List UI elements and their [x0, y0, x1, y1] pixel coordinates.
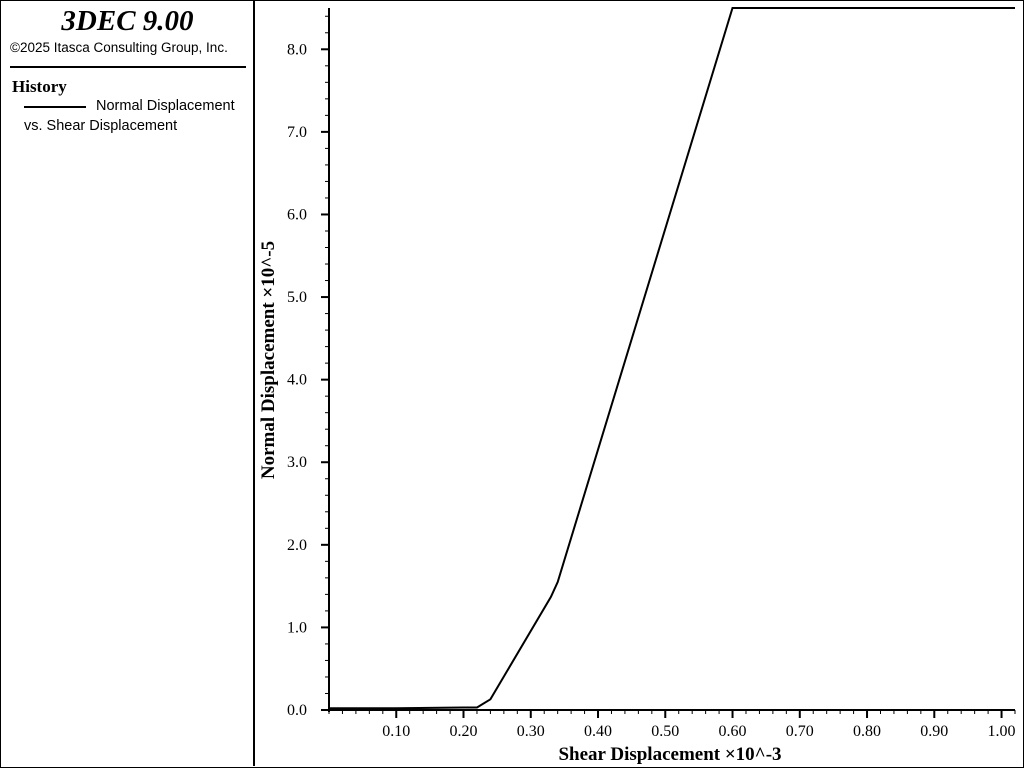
y-tick-label: 6.0: [287, 206, 307, 223]
normal-vs-shear-displacement-line: [329, 7, 1015, 710]
minor-ticks: [325, 15, 1016, 714]
y-tick-label: 1.0: [287, 619, 307, 636]
y-tick-label: 3.0: [287, 454, 307, 471]
x-tick-label: 1.00: [988, 723, 1016, 740]
legend-series-label-line1: Normal Displacement: [96, 98, 235, 114]
x-tick-label: 0.20: [450, 723, 478, 740]
app-title: 3DEC 9.00: [61, 5, 194, 37]
x-tick-label: 0.50: [651, 723, 679, 740]
legend-divider: [10, 66, 246, 68]
x-tick-label: 0.30: [517, 723, 545, 740]
legend-panel: 3DEC 9.00 ©2025 Itasca Consulting Group,…: [0, 0, 255, 766]
copyright-text: ©2025 Itasca Consulting Group, Inc.: [10, 40, 228, 55]
x-axis-title: Shear Displacement ×10^-3: [558, 744, 781, 765]
y-tick-label: 4.0: [287, 372, 307, 389]
x-tick-label: 0.60: [719, 723, 747, 740]
y-tick-label: 8.0: [287, 41, 307, 58]
x-tick-label: 0.70: [786, 723, 814, 740]
x-tick-label: 0.40: [584, 723, 612, 740]
x-tick-labels: 0.10 0.20 0.30 0.40 0.50 0.60 0.70 0.80 0.90 1.00: [382, 723, 1015, 740]
history-heading: History: [12, 77, 67, 96]
y-tick-label: 7.0: [287, 124, 307, 141]
legend-series-label-line2: vs. Shear Displacement: [24, 118, 178, 134]
x-tick-label: 0.10: [382, 723, 410, 740]
y-axis-title: Normal Displacement ×10^-5: [258, 241, 279, 479]
legend-line-swatch: [24, 106, 86, 108]
y-tick-label: 2.0: [287, 537, 307, 554]
y-tick-label: 0.0: [287, 702, 307, 719]
major-ticks: [321, 48, 1003, 718]
x-tick-label: 0.90: [920, 723, 948, 740]
x-tick-label: 0.80: [853, 723, 881, 740]
y-tick-labels: 0.0 1.0 2.0 3.0 4.0 5.0 6.0 7.0 8.0: [287, 41, 307, 719]
y-tick-label: 5.0: [287, 289, 307, 306]
